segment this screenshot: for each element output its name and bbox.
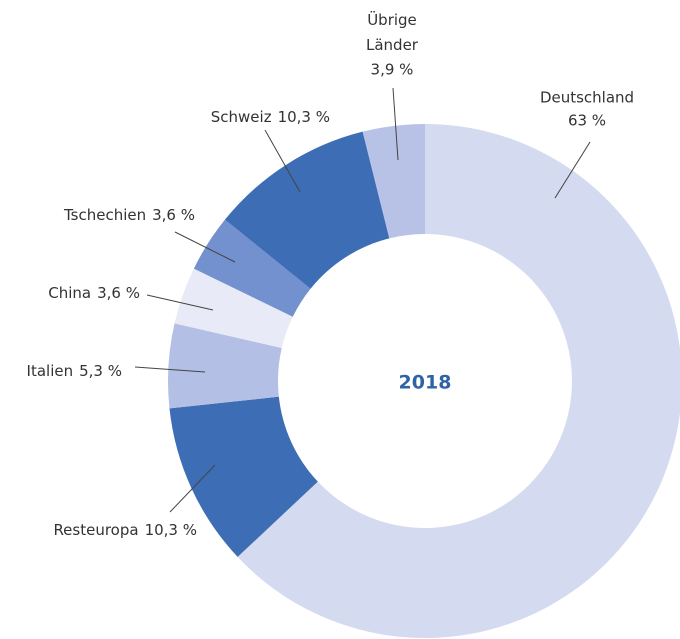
slice [193, 219, 311, 317]
category-label: Tschechien [63, 206, 146, 224]
slices [168, 124, 680, 638]
category-label: Übrige Länder [366, 10, 419, 54]
value-label: 10,3 % [145, 521, 197, 539]
slice [169, 396, 318, 557]
leader-line [392, 87, 399, 161]
slice [168, 323, 282, 409]
category-label: Deutschland [540, 89, 634, 107]
category-label: Italien [27, 362, 74, 380]
value-label: 3,6 % [152, 206, 195, 224]
slice [224, 131, 390, 289]
leader-line [169, 464, 216, 513]
value-label: 10,3 % [278, 108, 330, 126]
value-label: 63 % [568, 112, 606, 130]
value-label: 3,9 % [371, 61, 414, 79]
category-label: Schweiz [211, 108, 272, 126]
slice-label: Italien 5,3 % [27, 362, 122, 380]
slice-label: Tschechien 3,6 % [63, 206, 195, 224]
value-label: 5,3 % [79, 362, 122, 380]
center-label: 2018 [399, 372, 452, 394]
slice [174, 268, 293, 349]
leader-line [554, 141, 591, 199]
category-label: China [48, 284, 91, 302]
leader-line [264, 129, 301, 193]
slice-label: Schweiz 10,3 % [211, 108, 330, 126]
leader-line [134, 366, 206, 373]
slice [237, 124, 680, 638]
leader-line [146, 294, 214, 311]
slice-label: Resteuropa 10,3 % [53, 521, 197, 539]
value-label: 3,6 % [97, 284, 140, 302]
category-label: Resteuropa [53, 521, 138, 539]
leader-line [174, 231, 236, 263]
slice [362, 124, 425, 239]
slice-label: China 3,6 % [48, 284, 140, 302]
